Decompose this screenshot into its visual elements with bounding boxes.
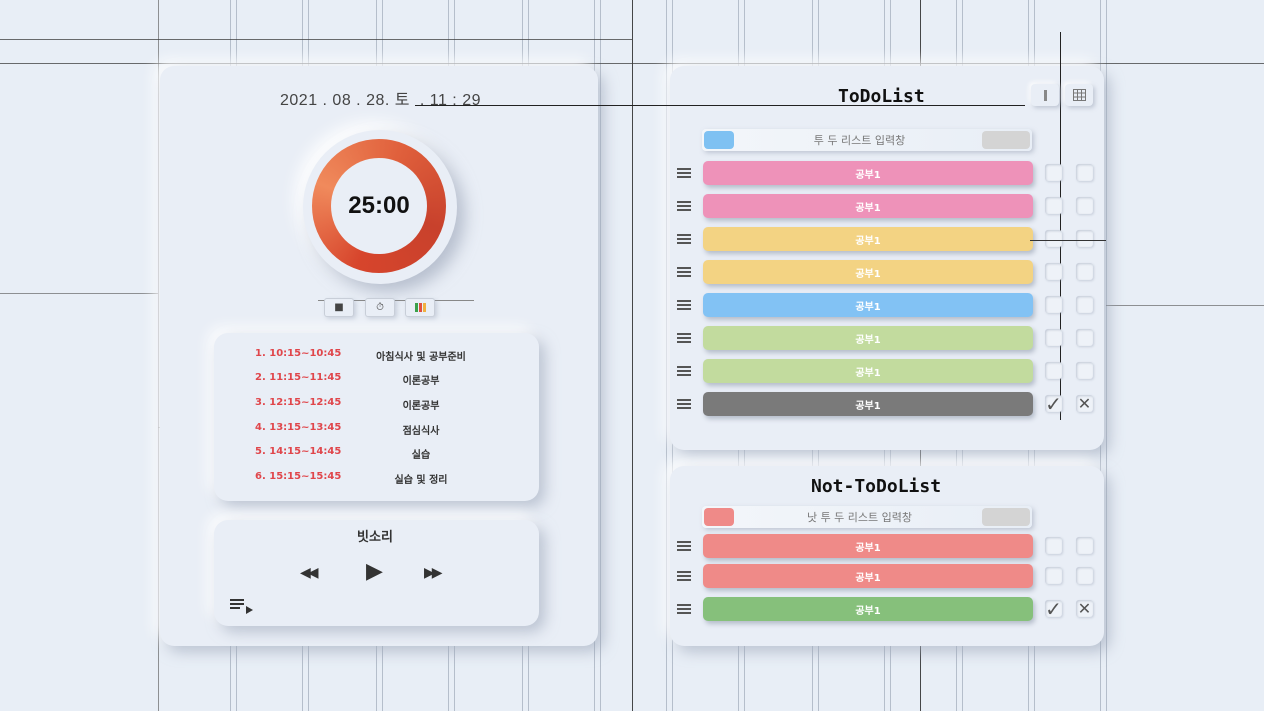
schedule-time: 6. 15:15~15:45 <box>255 471 342 482</box>
drag-handle-icon[interactable] <box>677 201 691 211</box>
schedule-task: 이론공부 <box>402 401 440 412</box>
player-card <box>214 520 539 626</box>
done-checkbox[interactable] <box>1045 537 1062 554</box>
guide-line <box>0 63 1264 64</box>
schedule-time: 1. 10:15~10:45 <box>255 348 342 359</box>
drag-handle-icon[interactable] <box>677 571 691 581</box>
delete-checkbox[interactable] <box>1076 537 1093 554</box>
not-todo-input-placeholder: 낫 투 두 리스트 입력창 <box>806 511 913 524</box>
done-checkbox[interactable] <box>1045 329 1062 346</box>
drag-handle-icon[interactable] <box>677 168 691 178</box>
done-check-icon[interactable]: ✓ <box>1045 596 1062 621</box>
list-item[interactable]: 공부1 <box>703 161 1033 185</box>
color-button[interactable] <box>405 298 435 317</box>
schedule-task: 점심식사 <box>402 426 440 437</box>
not-todo-input[interactable]: 낫 투 두 리스트 입력창 <box>702 506 1032 528</box>
guide-line <box>415 105 1025 106</box>
drag-handle-icon[interactable] <box>677 399 691 409</box>
drag-handle-icon[interactable] <box>677 541 691 551</box>
done-checkbox[interactable] <box>1045 197 1062 214</box>
stopwatch-icon: ⏱ <box>376 302 384 313</box>
schedule-task: 실습 및 정리 <box>394 475 448 486</box>
list-item[interactable]: 공부1 <box>703 227 1033 251</box>
schedule-card <box>214 333 539 501</box>
schedule-time: 2. 11:15~11:45 <box>255 372 342 383</box>
stopwatch-button[interactable]: ⏱ <box>365 298 395 317</box>
list-item[interactable]: 공부1 <box>703 194 1033 218</box>
not-todo-color-picker[interactable] <box>704 508 734 526</box>
list-item[interactable]: 공부1 <box>703 293 1033 317</box>
done-checkbox[interactable] <box>1045 296 1062 313</box>
list-item[interactable]: 공부1 <box>703 534 1033 558</box>
track-title: 빗소리 <box>357 530 393 545</box>
delete-checkbox[interactable] <box>1076 567 1093 584</box>
not-todo-title: Not-ToDoList <box>811 476 942 497</box>
guide-line <box>0 293 158 294</box>
list-item[interactable]: 공부1 <box>703 564 1033 588</box>
schedule-time: 3. 12:15~12:45 <box>255 397 342 408</box>
guide-line <box>600 0 601 711</box>
delete-checkbox[interactable] <box>1076 197 1093 214</box>
schedule-task: 아침식사 및 공부준비 <box>376 352 466 363</box>
drag-handle-icon[interactable] <box>677 234 691 244</box>
drag-handle-icon[interactable] <box>677 366 691 376</box>
done-checkbox[interactable] <box>1045 362 1062 379</box>
stop-button[interactable]: ■ <box>324 298 354 317</box>
list-item[interactable]: 공부1 <box>703 326 1033 350</box>
stop-icon: ■ <box>334 302 344 313</box>
todo-add-button[interactable] <box>982 131 1030 149</box>
guide-line <box>1060 32 1061 420</box>
list-item[interactable]: 공부1 <box>703 597 1033 621</box>
delete-checkbox[interactable] <box>1076 263 1093 280</box>
datetime-display: 2021 . 08 . 28. 토 . 11 : 29 <box>280 92 481 109</box>
forward-button[interactable]: ▶▶ <box>424 565 442 581</box>
done-checkbox[interactable] <box>1045 263 1062 280</box>
guide-line <box>666 0 667 711</box>
guide-line <box>0 39 632 40</box>
drag-handle-icon[interactable] <box>677 300 691 310</box>
guide-line <box>1106 0 1107 711</box>
delete-checkbox[interactable] <box>1076 362 1093 379</box>
guide-line <box>1030 240 1106 241</box>
grid-view-button[interactable] <box>1065 84 1093 106</box>
list-item[interactable]: 공부1 <box>703 260 1033 284</box>
guide-line <box>318 300 474 301</box>
todo-input[interactable]: 투 두 리스트 입력창 <box>702 129 1032 151</box>
not-todo-add-button[interactable] <box>982 508 1030 526</box>
todo-color-picker[interactable] <box>704 131 734 149</box>
delete-checkbox[interactable] <box>1076 230 1093 247</box>
play-button[interactable]: ▶ <box>366 559 383 584</box>
schedule-task: 이론공부 <box>402 376 440 387</box>
rewind-button[interactable]: ◀◀ <box>300 565 318 581</box>
list-view-button[interactable] <box>1031 84 1059 106</box>
todo-title: ToDoList <box>838 86 925 107</box>
drag-handle-icon[interactable] <box>677 333 691 343</box>
done-check-icon[interactable]: ✓ <box>1045 391 1062 416</box>
delete-checkbox[interactable] <box>1076 164 1093 181</box>
grid-view-icon <box>1072 89 1086 101</box>
playlist-icon[interactable] <box>230 598 256 616</box>
color-palette-icon <box>414 303 426 312</box>
timer-value[interactable]: 25:00 <box>331 158 427 254</box>
schedule-time: 5. 14:15~14:45 <box>255 446 342 457</box>
delete-x-icon[interactable]: ✕ <box>1076 599 1093 618</box>
guide-line <box>1106 305 1264 306</box>
delete-checkbox[interactable] <box>1076 296 1093 313</box>
guide-line <box>158 0 159 711</box>
drag-handle-icon[interactable] <box>677 604 691 614</box>
todo-input-placeholder: 투 두 리스트 입력창 <box>813 134 906 147</box>
schedule-time: 4. 13:15~13:45 <box>255 422 342 433</box>
delete-x-icon[interactable]: ✕ <box>1076 394 1093 413</box>
done-checkbox[interactable] <box>1045 567 1062 584</box>
delete-checkbox[interactable] <box>1076 329 1093 346</box>
done-checkbox[interactable] <box>1045 230 1062 247</box>
guide-line <box>632 0 633 711</box>
done-checkbox[interactable] <box>1045 164 1062 181</box>
list-item[interactable]: 공부1 <box>703 392 1033 416</box>
schedule-task: 실습 <box>411 450 431 461</box>
list-view-icon <box>1043 89 1047 101</box>
list-item[interactable]: 공부1 <box>703 359 1033 383</box>
drag-handle-icon[interactable] <box>677 267 691 277</box>
